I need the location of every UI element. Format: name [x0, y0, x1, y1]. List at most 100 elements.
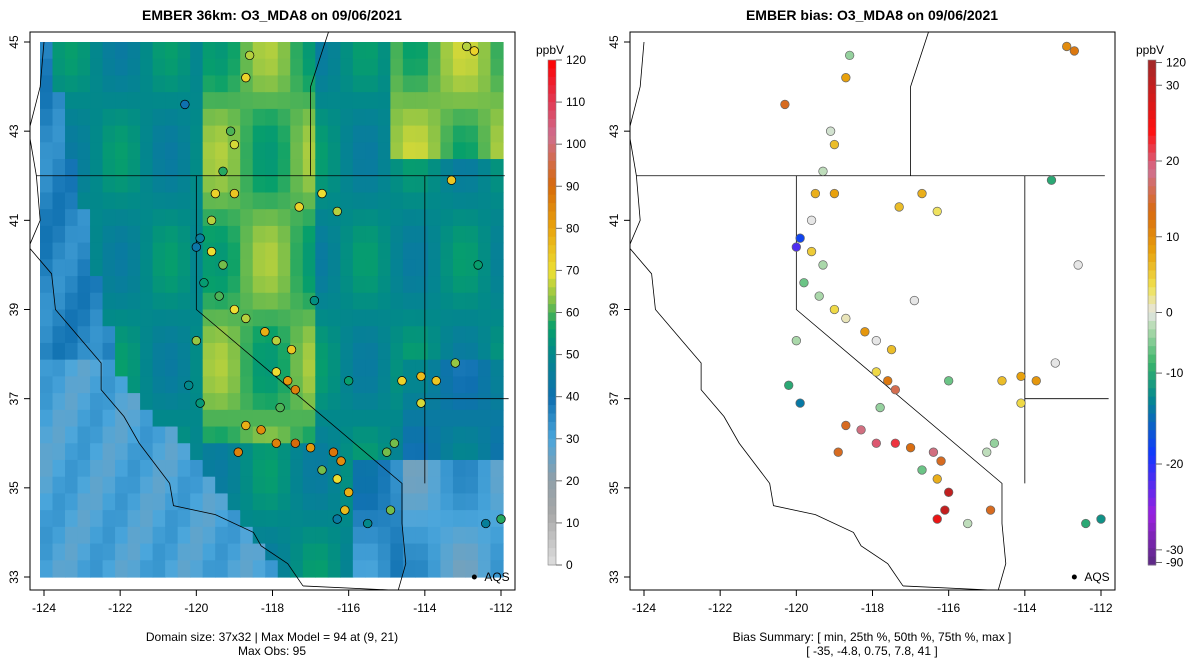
model-grid-cell	[490, 42, 504, 60]
model-grid-cell	[252, 359, 266, 377]
model-grid-cell	[165, 92, 179, 110]
model-grid-cell	[402, 259, 417, 277]
model-grid-cell	[490, 192, 504, 210]
model-grid-cell	[390, 526, 404, 545]
model-grid-cell	[440, 192, 454, 210]
x-tick-label: -118	[861, 601, 884, 615]
model-grid-cell	[127, 493, 141, 511]
model-grid-cell	[77, 259, 91, 277]
colorbar-segment	[548, 447, 556, 457]
colorbar-segment	[1148, 270, 1156, 280]
station-marker	[446, 175, 457, 185]
colorbar-segment	[548, 354, 556, 364]
station-marker	[229, 304, 240, 315]
model-grid-cell	[290, 209, 304, 227]
model-grid-cell	[202, 292, 216, 311]
model-grid-cell	[77, 276, 91, 294]
model-grid-cell	[52, 125, 66, 143]
model-grid-cell	[315, 359, 329, 377]
model-grid-cell	[477, 426, 492, 444]
model-grid-cell	[240, 459, 254, 478]
model-grid-cell	[52, 92, 66, 110]
model-grid-cell	[377, 209, 391, 227]
station-marker	[385, 505, 396, 515]
model-grid-cell	[165, 142, 179, 160]
model-grid-cell	[402, 359, 417, 377]
model-grid-cell	[402, 459, 417, 478]
model-grid-cell	[177, 359, 191, 377]
model-grid-cell	[215, 426, 229, 444]
model-grid-cell	[202, 342, 216, 361]
station-marker	[825, 126, 836, 136]
model-grid-cell	[65, 526, 79, 545]
model-grid-cell	[102, 393, 116, 411]
model-grid-cell	[290, 526, 304, 545]
model-grid-cell	[277, 125, 291, 143]
model-grid-cell	[127, 242, 141, 260]
model-grid-cell	[377, 476, 391, 495]
model-grid-cell	[77, 192, 91, 210]
model-grid-cell	[77, 326, 91, 344]
model-grid-cell	[177, 159, 191, 177]
colorbar-segment	[548, 371, 556, 381]
model-grid-cell	[115, 376, 129, 394]
colorbar-segment	[1148, 304, 1156, 313]
model-grid-cell	[352, 42, 366, 60]
model-grid-cell	[215, 326, 229, 344]
model-grid-cell	[40, 443, 54, 461]
model-grid-cell	[52, 510, 66, 528]
station-marker	[218, 166, 228, 176]
colorbar-segment	[1148, 405, 1156, 414]
model-grid-cell	[165, 225, 179, 244]
model-grid-cell	[277, 359, 291, 377]
model-grid-cell	[427, 42, 442, 60]
model-grid-cell	[327, 376, 341, 394]
colorbar-segment	[548, 253, 556, 263]
y-tick-label: 33	[607, 570, 621, 584]
model-grid-cell	[302, 42, 316, 60]
colorbar-tick-label: 20	[1166, 154, 1180, 168]
model-grid-cell	[177, 409, 191, 428]
model-grid-cell	[77, 242, 91, 260]
model-grid-cell	[477, 242, 492, 260]
model-grid-cell	[302, 225, 316, 244]
model-grid-cell	[427, 225, 442, 244]
colorbar-segment	[548, 337, 556, 347]
model-grid-cell	[227, 376, 241, 394]
model-grid-cell	[290, 276, 304, 294]
model-grid-cell	[390, 225, 404, 244]
model-grid-cell	[377, 560, 391, 578]
station-marker	[932, 474, 942, 484]
model-grid-cell	[390, 192, 404, 210]
model-grid-cell	[90, 259, 104, 277]
model-grid-cell	[290, 292, 304, 311]
model-grid-cell	[277, 242, 291, 260]
colorbar-segment	[1148, 531, 1156, 541]
model-grid-cell	[90, 159, 104, 177]
model-grid-cell	[365, 125, 379, 143]
model-grid-cell	[215, 225, 229, 244]
model-grid-cell	[465, 175, 479, 194]
model-grid-cell	[152, 526, 166, 545]
model-grid-cell	[90, 443, 104, 461]
model-grid-cell	[252, 526, 266, 545]
model-grid-cell	[490, 142, 504, 160]
model-grid-cell	[377, 159, 391, 177]
colorbar-segment	[1148, 329, 1156, 339]
model-grid-cell	[177, 526, 191, 545]
model-grid-cell	[90, 292, 104, 311]
model-grid-cell	[102, 510, 116, 528]
colorbar-segment	[1148, 253, 1156, 263]
station-marker	[286, 344, 297, 355]
model-grid-cell	[440, 443, 454, 461]
model-grid-cell	[440, 159, 454, 177]
model-grid-cell	[440, 209, 454, 227]
model-grid-cell	[40, 125, 54, 143]
station-marker	[917, 465, 927, 475]
model-grid-cell	[202, 142, 216, 160]
model-grid-cell	[390, 543, 404, 561]
model-grid-cell	[302, 108, 316, 127]
model-grid-cell	[127, 108, 141, 127]
colorbar-segment	[548, 413, 556, 423]
model-grid-cell	[440, 242, 454, 260]
